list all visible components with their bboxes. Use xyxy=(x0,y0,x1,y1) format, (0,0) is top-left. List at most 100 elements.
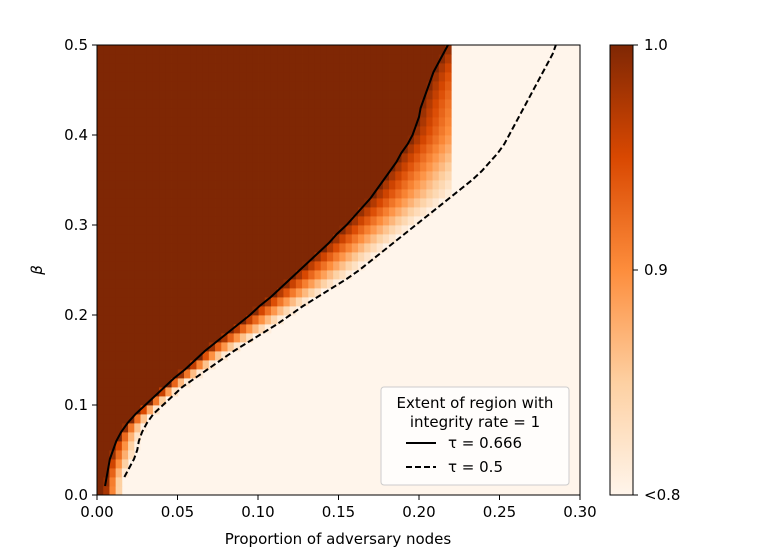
heatmap-cell xyxy=(115,351,123,361)
heatmap-cell xyxy=(407,45,415,55)
heatmap-cell xyxy=(401,72,409,82)
heatmap-cell xyxy=(184,45,191,55)
heatmap-cell xyxy=(426,135,433,145)
heatmap-cell xyxy=(97,387,104,397)
heatmap-cell xyxy=(227,45,235,55)
heatmap-cell xyxy=(308,189,315,199)
heatmap-cell xyxy=(152,405,160,415)
heatmap-cell xyxy=(333,279,340,289)
heatmap-cell xyxy=(171,198,179,208)
heatmap-cell xyxy=(444,126,452,136)
heatmap-cell xyxy=(152,180,160,190)
heatmap-cell xyxy=(128,423,135,433)
heatmap-cell xyxy=(134,225,141,235)
heatmap-cell xyxy=(128,279,135,289)
heatmap-cell xyxy=(202,99,210,109)
heatmap-cell xyxy=(140,423,148,433)
heatmap-cell xyxy=(159,270,166,280)
heatmap-cell xyxy=(295,207,303,217)
heatmap-cell xyxy=(339,117,346,127)
heatmap-cell xyxy=(389,63,396,73)
heatmap-cell xyxy=(389,180,396,190)
heatmap-cell xyxy=(146,189,154,199)
heatmap-cell xyxy=(389,90,396,100)
heatmap-cell xyxy=(165,261,172,271)
heatmap-cell xyxy=(221,90,228,100)
heatmap-cell xyxy=(165,297,172,307)
heatmap-cell xyxy=(376,108,384,118)
heatmap-cell xyxy=(115,342,123,352)
heatmap-cell xyxy=(208,153,216,163)
heatmap-cell xyxy=(208,45,216,55)
heatmap-cell xyxy=(128,306,135,316)
x-tick-label: 0.15 xyxy=(322,503,355,521)
heatmap-cell xyxy=(109,315,117,325)
heatmap-cell xyxy=(389,198,396,208)
heatmap-cell xyxy=(221,45,228,55)
legend: Extent of region with integrity rate = 1… xyxy=(380,386,570,486)
heatmap-cell xyxy=(115,369,123,379)
heatmap-cell xyxy=(258,54,266,64)
heatmap-cell xyxy=(432,108,440,118)
heatmap-cell xyxy=(370,45,378,55)
heatmap-cell xyxy=(345,162,353,172)
heatmap-cell xyxy=(289,153,297,163)
legend-title-line-2: integrity rate = 1 xyxy=(410,413,540,431)
heatmap-cell xyxy=(128,405,135,415)
heatmap-cell xyxy=(426,63,433,73)
heatmap-cell xyxy=(146,234,154,244)
heatmap-cell xyxy=(227,90,235,100)
heatmap-cell xyxy=(202,252,210,262)
heatmap-cell xyxy=(264,324,272,334)
heatmap-cell xyxy=(202,90,210,100)
heatmap-cell xyxy=(190,288,197,298)
heatmap-cell xyxy=(308,225,315,235)
heatmap-cell xyxy=(289,270,297,280)
heatmap-cell xyxy=(227,288,235,298)
heatmap-cell xyxy=(376,126,384,136)
heatmap-cell xyxy=(239,180,247,190)
heatmap-cell xyxy=(103,351,110,361)
heatmap-cell xyxy=(233,81,241,91)
heatmap-cell xyxy=(283,126,291,136)
heatmap-cell xyxy=(103,207,110,217)
heatmap-cell xyxy=(103,261,110,271)
heatmap-cell xyxy=(221,225,228,235)
heatmap-cell xyxy=(128,342,135,352)
heatmap-cell xyxy=(370,54,378,64)
heatmap-cell xyxy=(115,396,123,406)
heatmap-cell xyxy=(152,45,160,55)
heatmap-cell xyxy=(444,72,452,82)
heatmap-cell xyxy=(208,234,216,244)
heatmap-cell xyxy=(121,63,129,73)
heatmap-cell xyxy=(345,225,353,235)
heatmap-cell xyxy=(227,333,235,343)
heatmap-cell xyxy=(233,288,241,298)
heatmap-cell xyxy=(97,135,104,145)
heatmap-cell xyxy=(239,297,247,307)
heatmap-cell xyxy=(103,252,110,262)
heatmap-cell xyxy=(227,270,235,280)
heatmap-cell xyxy=(308,171,315,181)
heatmap-cell xyxy=(252,198,259,208)
heatmap-cell xyxy=(146,306,154,316)
heatmap-cell xyxy=(109,396,117,406)
heatmap-cell xyxy=(134,252,141,262)
heatmap-cell xyxy=(333,72,340,82)
heatmap-cell xyxy=(97,198,104,208)
heatmap-cell xyxy=(239,72,247,82)
heatmap-cell xyxy=(215,153,222,163)
heatmap-cell xyxy=(152,207,160,217)
heatmap-cell xyxy=(165,54,172,64)
heatmap-cell xyxy=(302,216,309,226)
heatmap-cell xyxy=(333,243,340,253)
heatmap-cell xyxy=(115,135,123,145)
heatmap-cell xyxy=(152,117,160,127)
heatmap-cell xyxy=(202,45,210,55)
heatmap-cell xyxy=(289,306,297,316)
heatmap-cell xyxy=(252,90,259,100)
heatmap-cell xyxy=(196,108,204,118)
heatmap-cell xyxy=(444,180,452,190)
heatmap-cell xyxy=(401,198,409,208)
heatmap-cell xyxy=(407,108,415,118)
